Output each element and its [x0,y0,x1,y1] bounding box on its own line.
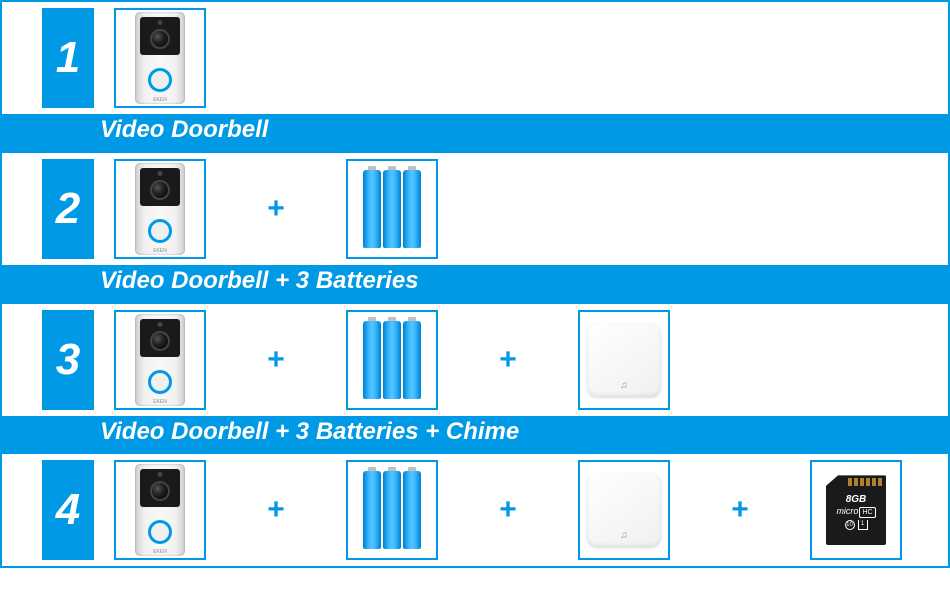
item-box-chime: ♫ [578,460,670,560]
doorbell-sensor-dot [158,472,163,477]
battery-cell [403,471,421,549]
doorbell-brand-label: EKEN [135,399,185,405]
package-row: 2 EKEN + Video Doorbell + 3 Batteries [0,151,950,302]
batteries-image [363,471,421,549]
battery-cell [403,170,421,248]
doorbell-camera-lens [150,331,170,351]
sdcard-contacts [848,478,882,486]
item-box-doorbell: EKEN [114,460,206,560]
doorbell-ring-button [148,219,172,243]
plus-icon: + [438,493,578,527]
item-box-doorbell: EKEN [114,159,206,259]
doorbell-ring-button [148,520,172,544]
package-label: Video Doorbell + 3 Batteries [100,267,419,294]
sdcard-contact [872,478,876,486]
chime-image: ♫ [587,323,661,397]
sdcard-uhs-icon: 1 [858,520,868,530]
item-box-batteries [346,460,438,560]
sdcard-contact [866,478,870,486]
package-row: 1 EKEN Video Doorbell [0,0,950,151]
item-box-chime: ♫ [578,310,670,410]
doorbell-brand-label: EKEN [135,549,185,555]
sdcard-hc-label: HC [859,507,875,518]
doorbell-ring-button [148,68,172,92]
package-row: 3 EKEN + + ♫ Video Doorbell + 3 Batteries… [0,302,950,453]
doorbell-camera-section [140,168,180,206]
package-items: EKEN + [114,159,438,259]
doorbell-image: EKEN [135,163,185,255]
package-label: Video Doorbell [100,116,268,143]
battery-cell [403,321,421,399]
chime-image: ♫ [587,473,661,547]
plus-icon: + [206,343,346,377]
batteries-image [363,321,421,399]
package-number-box: 3 [42,310,94,410]
sdcard-spec-row: 10 1 [826,520,886,530]
battery-cell [383,321,401,399]
sdcard-micro-line: microHC [826,506,886,518]
sdcard-contact [860,478,864,486]
package-number: 3 [56,335,80,385]
doorbell-camera-lens [150,481,170,501]
package-number: 1 [56,33,80,83]
item-box-batteries [346,159,438,259]
plus-icon: + [670,493,810,527]
doorbell-sensor-dot [158,171,163,176]
package-content: 4 EKEN + + ♫ + 8GB microHC 10 1 [2,454,948,566]
package-number-box: 4 [42,460,94,560]
package-number-box: 2 [42,159,94,259]
sdcard-contact [848,478,852,486]
item-box-batteries [346,310,438,410]
doorbell-brand-label: EKEN [135,97,185,103]
package-items: EKEN + + ♫ + 8GB microHC 10 1 [114,460,902,560]
item-box-doorbell: EKEN [114,310,206,410]
package-label: Video Doorbell + 3 Batteries + Chime [100,418,519,445]
package-content: 1 EKEN [2,2,948,114]
plus-icon: + [438,343,578,377]
doorbell-image: EKEN [135,12,185,104]
package-label-bar: Video Doorbell [2,114,948,149]
doorbell-camera-lens [150,180,170,200]
item-box-sdcard: 8GB microHC 10 1 [810,460,902,560]
batteries-image [363,170,421,248]
package-number: 2 [56,184,80,234]
sdcard-class-icon: 10 [845,520,855,530]
battery-cell [383,471,401,549]
package-items: EKEN [114,8,206,108]
sdcard-capacity: 8GB [826,493,886,506]
sdcard-text: 8GB microHC 10 1 [826,493,886,530]
doorbell-sensor-dot [158,322,163,327]
battery-cell [383,170,401,248]
doorbell-camera-section [140,469,180,507]
package-content: 3 EKEN + + ♫ [2,304,948,416]
doorbell-ring-button [148,370,172,394]
package-content: 2 EKEN + [2,153,948,265]
sdcard-contact [854,478,858,486]
doorbell-brand-label: EKEN [135,248,185,254]
package-label-bar: Video Doorbell + 3 Batteries + Chime [2,416,948,451]
sdcard-contact [878,478,882,486]
plus-icon: + [206,192,346,226]
item-box-doorbell: EKEN [114,8,206,108]
plus-icon: + [206,493,346,527]
doorbell-camera-section [140,17,180,55]
doorbell-sensor-dot [158,20,163,25]
package-row: 4 EKEN + + ♫ + 8GB microHC 10 1 [0,452,950,568]
sdcard-micro-label: micro [836,506,858,516]
package-items: EKEN + + ♫ [114,310,670,410]
battery-cell [363,170,381,248]
music-note-icon: ♫ [620,380,628,391]
music-note-icon: ♫ [620,530,628,541]
package-number: 4 [56,485,80,535]
battery-cell [363,471,381,549]
doorbell-camera-lens [150,29,170,49]
doorbell-image: EKEN [135,464,185,556]
package-number-box: 1 [42,8,94,108]
doorbell-camera-section [140,319,180,357]
doorbell-image: EKEN [135,314,185,406]
package-label-bar: Video Doorbell + 3 Batteries [2,265,948,300]
battery-cell [363,321,381,399]
sdcard-image: 8GB microHC 10 1 [826,475,886,545]
